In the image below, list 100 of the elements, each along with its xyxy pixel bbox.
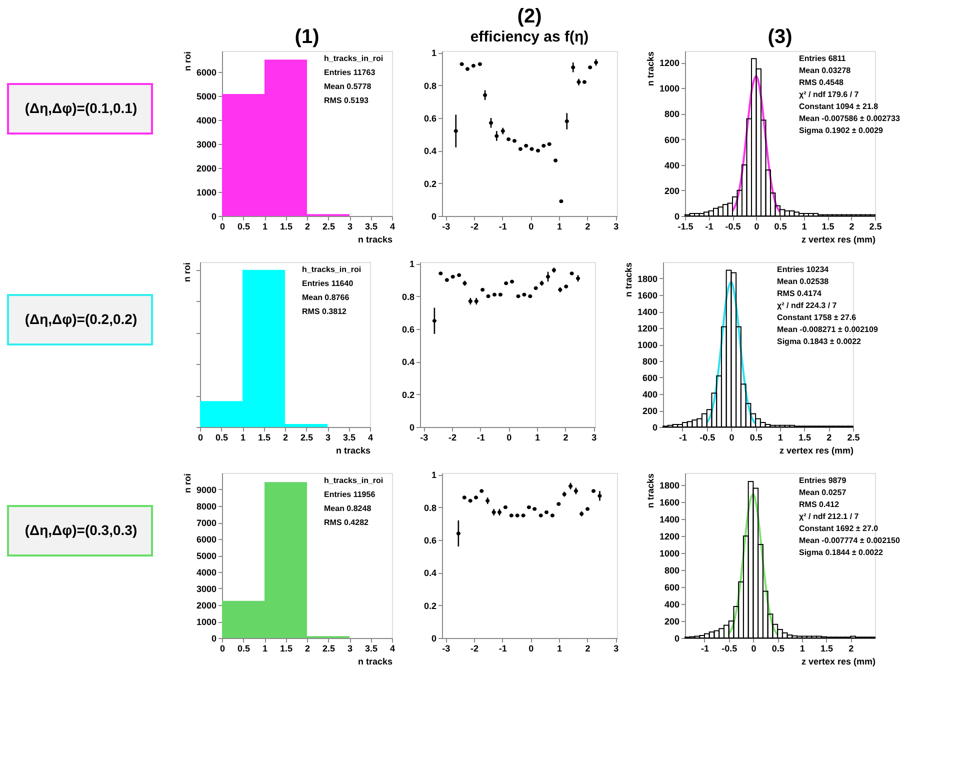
x-tick-label: -3 <box>420 432 428 442</box>
y-tick-label: 1200 <box>659 531 680 542</box>
y-tick-label: 1200 <box>659 58 680 68</box>
text: (Δη,Δφ)=(0.1,0.1) <box>24 100 138 116</box>
y-tick-label: 600 <box>642 373 658 383</box>
y-tick-label: 1 <box>431 470 436 480</box>
annotation: h_tracks_in_roi <box>324 476 384 485</box>
x-tick-label: -1 <box>498 222 507 232</box>
y-tick-label: 0 <box>211 634 216 644</box>
y-axis-title: n roi <box>182 474 192 493</box>
annotation: Mean -0.008271 ± 0.002109 <box>777 325 878 334</box>
annotation: Mean 0.02538 <box>777 277 830 286</box>
x-tick-label: 3 <box>325 432 331 442</box>
y-axis-title: n roi <box>182 262 192 282</box>
y-tick-label: 1800 <box>637 274 658 284</box>
x-tick-label: 3 <box>347 222 353 232</box>
annotation: Mean 0.03278 <box>799 66 852 75</box>
x-tick-label: 0 <box>754 222 760 232</box>
x-axis-title: n tracks <box>336 446 370 456</box>
x-tick-label: 0 <box>220 644 226 654</box>
annotation: h_tracks_in_roi <box>302 265 362 274</box>
y-axis-title: n tracks <box>623 262 634 298</box>
y-tick-label: 1000 <box>196 617 216 627</box>
y-tick-label: 1000 <box>659 548 680 558</box>
x-tick-label: 0 <box>528 222 534 232</box>
y-tick-label: 1400 <box>659 514 680 524</box>
annotation: Mean -0.007774 ± 0.002150 <box>799 536 900 545</box>
y-tick-label: 0 <box>652 422 658 432</box>
annotation: Entries 11640 <box>302 279 354 288</box>
y-tick-label: 800 <box>642 356 658 366</box>
x-tick-label: 3 <box>347 644 353 654</box>
annotation: Mean 0.8766 <box>302 293 350 302</box>
y-tick-label: 1800 <box>659 480 680 490</box>
y-tick-label: 7000 <box>196 518 216 528</box>
y-tick-label: 6000 <box>196 534 216 544</box>
y-tick-label: 200 <box>664 186 680 196</box>
x-tick-label: 1.5 <box>820 644 834 654</box>
x-tick-label: 4 <box>390 222 396 232</box>
annotation: Sigma 0.1844 ± 0.0022 <box>799 548 884 557</box>
x-tick-label: 1 <box>262 644 268 654</box>
y-axis-title: n roi <box>182 52 192 71</box>
x-tick-label: 2.5 <box>322 222 336 232</box>
y-tick-label: 0.6 <box>424 113 436 124</box>
y-tick-label: 800 <box>664 109 680 120</box>
annotation: Sigma 0.1843 ± 0.0022 <box>777 337 862 346</box>
annotation: Mean 0.0257 <box>799 488 847 497</box>
x-axis-title: z vertex res (mm) <box>801 656 876 666</box>
y-tick-label: 0 <box>674 212 680 222</box>
x-tick-label: 1 <box>800 644 805 654</box>
x-axis-title: n tracks <box>358 234 392 244</box>
x-tick-label: -1 <box>700 644 709 654</box>
y-tick-label: 0.6 <box>402 324 414 334</box>
y-axis-title: n tracks <box>645 474 656 508</box>
x-tick-label: 1 <box>534 432 540 442</box>
chart-title: (3) <box>768 26 792 48</box>
annotation: Constant 1094 ± 21.8 <box>799 102 879 111</box>
y-tick-label: 0 <box>431 212 436 222</box>
y-tick-label: 6000 <box>196 67 216 78</box>
y-tick-label: 0.8 <box>424 80 436 91</box>
y-tick-label: 4000 <box>196 115 216 126</box>
annotation: Mean -0.007586 ± 0.002733 <box>799 114 900 123</box>
x-tick-label: 2 <box>585 222 590 232</box>
x-tick-label: -2 <box>448 432 457 442</box>
x-tick-label: 2.5 <box>847 432 860 442</box>
annotation: χ² / ndf 179.6 / 7 <box>799 90 860 99</box>
y-tick-label: 3000 <box>196 584 216 594</box>
x-tick-label: -1 <box>476 432 485 442</box>
x-tick-label: 3.5 <box>364 222 378 232</box>
chart-title: (1) <box>294 26 320 48</box>
x-tick-label: 0.5 <box>237 222 250 232</box>
y-tick-label: 0 <box>211 212 216 222</box>
x-tick-label: 0 <box>506 432 512 442</box>
x-tick-label: 2.5 <box>300 432 314 442</box>
x-tick-label: 1.5 <box>258 432 271 442</box>
y-tick-label: 1000 <box>659 84 680 94</box>
x-tick-label: -0.5 <box>722 644 738 654</box>
y-tick-label: 0.4 <box>424 568 436 578</box>
y-tick-label: 600 <box>664 582 680 592</box>
y-tick-label: 0.6 <box>424 535 436 546</box>
x-tick-label: 2 <box>282 432 288 442</box>
y-tick-label: 1000 <box>196 187 216 198</box>
x-tick-label: 2 <box>826 432 832 442</box>
annotation: RMS 0.4174 <box>777 289 822 298</box>
x-tick-label: 3.5 <box>364 644 378 654</box>
annotation: Entries 11763 <box>324 68 376 77</box>
x-tick-label: 0 <box>729 432 734 442</box>
y-tick-label: 1200 <box>637 324 658 334</box>
chart-subtitle: efficiency as f(η) <box>470 28 589 46</box>
x-tick-label: 3.5 <box>342 432 356 442</box>
x-tick-label: 3 <box>614 644 619 654</box>
y-axis-title: n tracks <box>645 52 656 86</box>
y-tick-label: 1 <box>409 259 414 270</box>
y-tick-label: 400 <box>664 160 680 170</box>
annotation: h_tracks_in_roi <box>324 54 384 63</box>
x-tick-label: -0.5 <box>700 432 716 442</box>
x-tick-label: 2 <box>585 644 590 654</box>
y-tick-label: 600 <box>664 134 680 145</box>
x-tick-label: 3 <box>592 432 597 442</box>
x-tick-label: 2.5 <box>869 222 882 232</box>
x-tick-label: 2 <box>848 644 854 654</box>
